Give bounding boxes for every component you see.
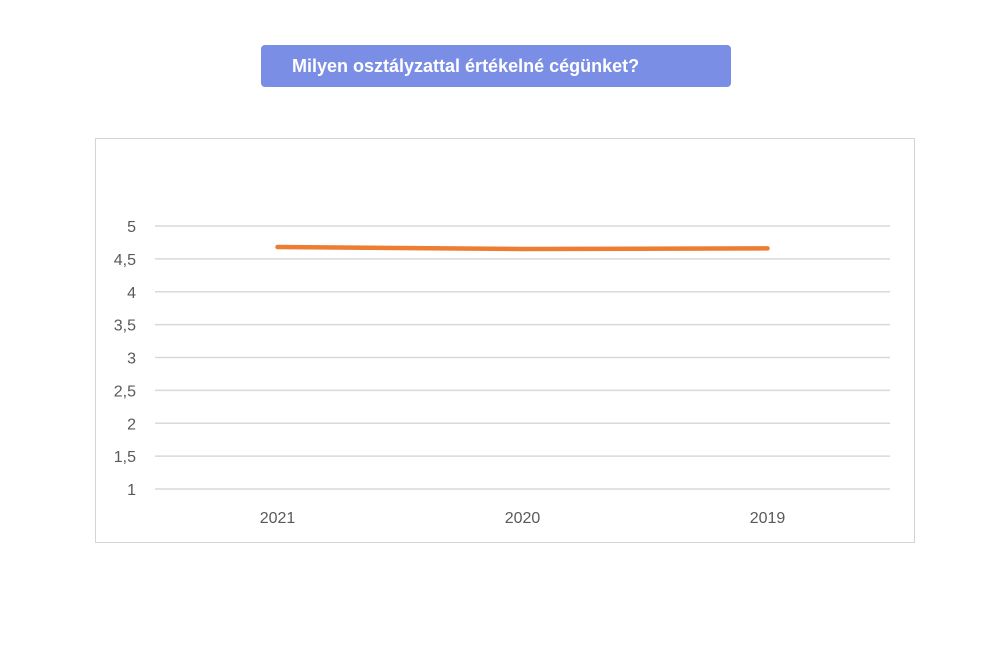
chart-frame	[95, 138, 915, 543]
gridlines	[155, 225, 890, 490]
y-tick-label: 5	[127, 219, 136, 236]
chart-title: Milyen osztályzattal értékelné cégünket?	[292, 55, 640, 76]
y-tick-label: 3,5	[114, 318, 136, 335]
y-tick-label: 4,5	[114, 252, 136, 269]
chart-title-banner: Milyen osztályzattal értékelné cégünket?	[261, 45, 731, 87]
y-axis-tick-labels: 1 1,5 2 2,5 3 3,5 4 4,5 5	[114, 219, 136, 499]
x-axis-tick-labels: 2021 2020 2019	[260, 510, 786, 527]
y-tick-label: 1	[127, 482, 136, 499]
x-tick-label: 2021	[260, 510, 296, 527]
y-tick-label: 4	[127, 285, 136, 302]
y-tick-label: 1,5	[114, 449, 136, 466]
series-line	[275, 244, 770, 252]
x-tick-label: 2019	[750, 510, 786, 527]
y-tick-label: 2,5	[114, 383, 136, 400]
x-tick-label: 2020	[505, 510, 541, 527]
series-lines	[275, 244, 770, 252]
y-tick-label: 3	[127, 351, 136, 368]
y-tick-label: 2	[127, 416, 136, 433]
